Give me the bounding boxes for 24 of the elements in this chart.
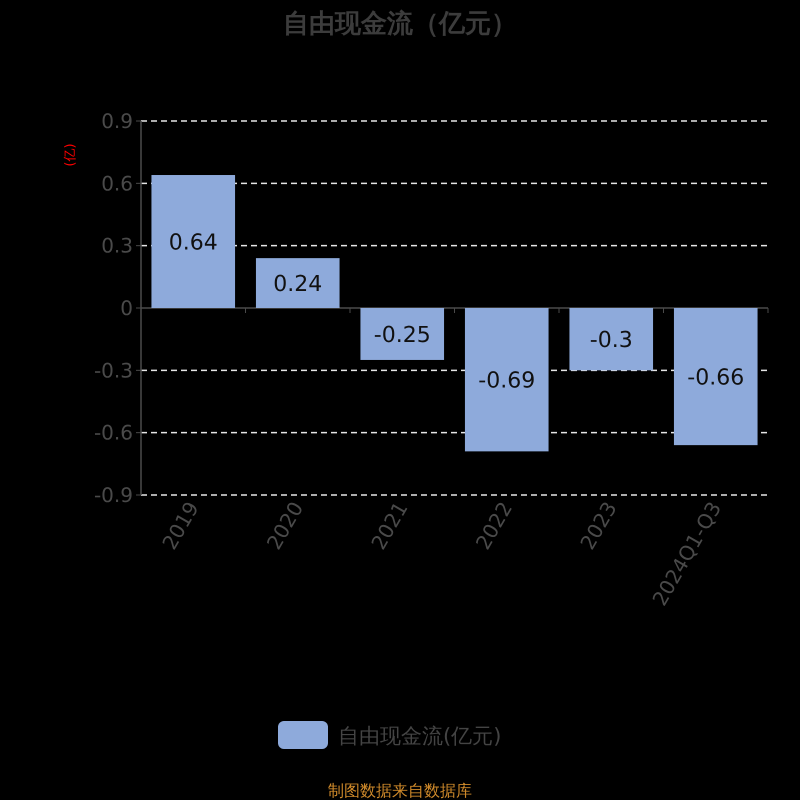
data-label: -0.69 — [478, 368, 536, 394]
y-tick-label: -0.3 — [94, 358, 133, 382]
bar — [256, 258, 340, 308]
y-tick-label: 0.3 — [101, 234, 133, 258]
bar — [674, 308, 758, 446]
y-tick-label: 0.6 — [101, 171, 133, 196]
chart-title: 自由现金流（亿元） — [283, 9, 517, 39]
data-label: -0.25 — [374, 322, 431, 348]
data-label: 0.24 — [273, 272, 322, 298]
y-tick-label: 0.9 — [101, 109, 133, 133]
bar — [464, 308, 549, 452]
bar — [360, 308, 444, 360]
y-tick-label: -0.9 — [94, 483, 133, 507]
bar — [569, 308, 654, 370]
y-axis-title: (亿) — [63, 143, 78, 167]
legend-label: 自由现金流(亿元) — [338, 724, 502, 748]
data-label: -0.66 — [687, 366, 744, 391]
y-tick-label: -0.6 — [94, 420, 133, 445]
text: 制图数据来自数据库 — [328, 781, 472, 800]
legend: 自由现金流(亿元) — [278, 721, 502, 749]
y-tick-label: 0 — [120, 296, 133, 320]
bar — [151, 175, 236, 308]
data-label: 0.64 — [168, 230, 218, 256]
data-label: -0.3 — [590, 328, 633, 354]
